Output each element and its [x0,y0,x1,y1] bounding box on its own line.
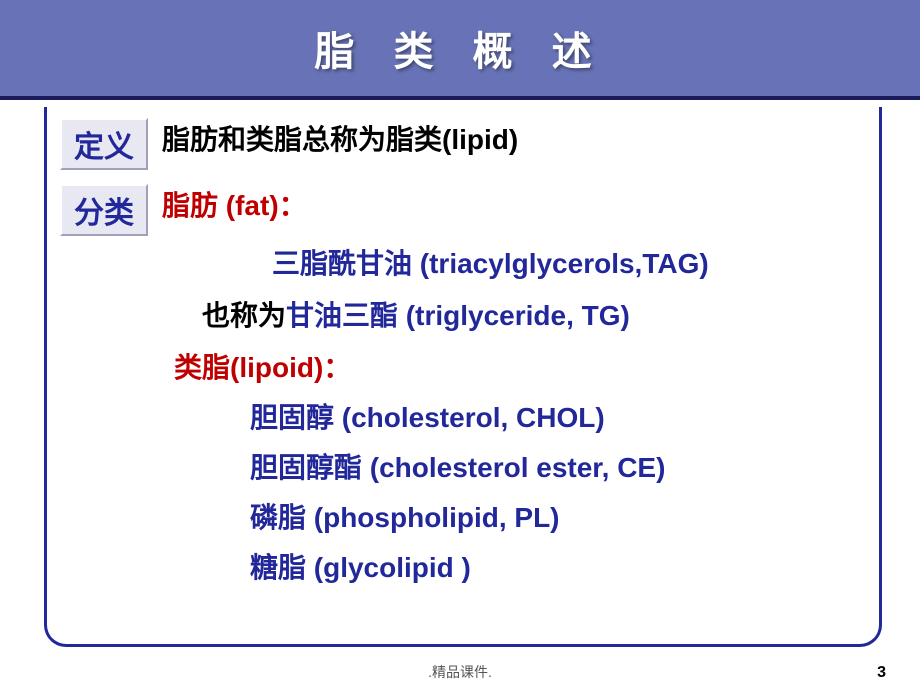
definition-label: 定义 [60,118,148,170]
lipoid-item-0: 胆固醇 (cholesterol, CHOL) [250,396,870,436]
page-number: 3 [877,664,886,682]
definition-row: 定义 脂肪和类脂总称为脂类(lipid) [60,118,870,170]
definition-text: 脂肪和类脂总称为脂类(lipid) [162,118,518,158]
slide: 脂 类 概 述 定义 脂肪和类脂总称为脂类(lipid) 分类 脂肪 (fat)… [0,0,920,690]
classification-label: 分类 [60,184,148,236]
lipoid-item-3: 糖脂 (glycolipid ) [250,546,870,586]
lipoid-item-2: 磷脂 (phospholipid, PL) [250,496,870,536]
lipoid-item-1: 胆固醇酯 (cholesterol ester, CE) [250,446,870,486]
fat-line2-blue: 甘油三酯 (triglyceride, TG) [286,300,630,331]
footer-text: .精品课件. [0,662,920,682]
fat-line1: 三脂酰甘油 (triacylglycerols,TAG) [272,242,870,282]
lipoid-heading: 类脂(lipoid)： [174,346,870,386]
fat-heading: 脂肪 (fat)： [162,184,307,224]
fat-line2-black: 也称为 [202,300,286,331]
classification-row: 分类 脂肪 (fat)： [60,184,870,236]
fat-line2: 也称为甘油三酯 (triglyceride, TG) [202,294,870,334]
header-bar: 脂 类 概 述 [0,0,920,100]
content-area: 定义 脂肪和类脂总称为脂类(lipid) 分类 脂肪 (fat)： 三脂酰甘油 … [60,118,870,596]
slide-title: 脂 类 概 述 [314,19,605,77]
